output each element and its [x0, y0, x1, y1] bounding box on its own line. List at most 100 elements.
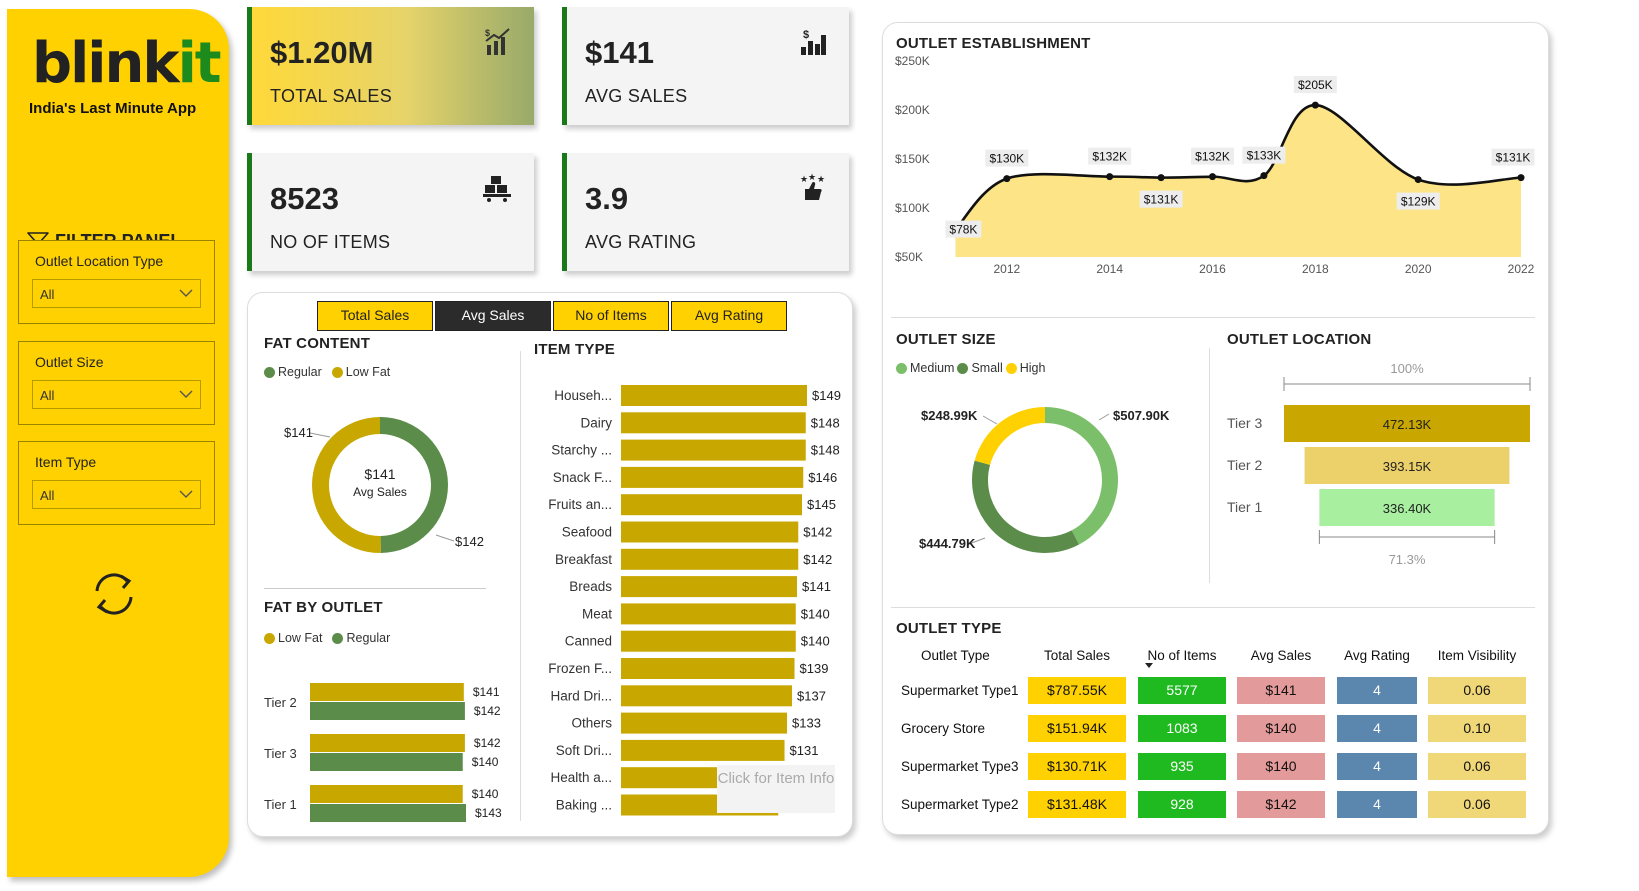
fat-by-outlet-legend: Low Fat Regular [264, 631, 390, 645]
tab-avg-rating[interactable]: Avg Rating [671, 301, 787, 331]
data-point [1157, 174, 1165, 182]
funnel-bar [1319, 489, 1495, 526]
donut-center-label: Avg Sales [353, 485, 407, 499]
growth-chart-icon: $ [801, 29, 826, 55]
table-cell: 4 [1337, 753, 1417, 780]
bar [621, 685, 793, 707]
data-label: $142 [455, 534, 484, 549]
divider [891, 317, 1535, 318]
divider [1209, 348, 1210, 583]
table-header[interactable]: Avg Sales [1250, 648, 1312, 663]
outlet-size-title: OUTLET SIZE [896, 331, 996, 348]
outlet-location-type-select[interactable]: All [32, 279, 201, 308]
x-tick-label: 2018 [1302, 262, 1329, 276]
kpi-label: AVG SALES [585, 86, 688, 106]
table-header[interactable]: Total Sales [1043, 648, 1111, 663]
sort-desc-icon[interactable] [1145, 663, 1153, 668]
fat-by-outlet-bar-chart: Tier 2 $141 $142 Tier 3 $142 $140 Tier 1 $140 $1… [264, 683, 502, 822]
outlet-type-title: OUTLET TYPE [896, 620, 1002, 637]
category-label: Dairy [580, 415, 612, 430]
donut-slice-low-fat [311, 417, 381, 553]
data-label: $248.99K [921, 408, 978, 423]
item-type-select[interactable]: All [32, 480, 201, 509]
svg-text:★: ★ [808, 173, 816, 182]
data-point [1003, 175, 1011, 183]
data-label: $139 [800, 661, 829, 676]
table-cell: 0.06 [1428, 677, 1526, 704]
outlet-location-title: OUTLET LOCATION [1227, 331, 1372, 348]
funnel-bar [1284, 405, 1530, 442]
data-label: $131K [1144, 193, 1179, 207]
fat-content-title: FAT CONTENT [264, 335, 371, 352]
fat-content-legend: Regular Low Fat [264, 365, 390, 379]
bar [621, 712, 788, 734]
data-label: 472.13K [1383, 417, 1432, 432]
tier-label: Tier 2 [264, 695, 297, 710]
data-label: $141 [802, 579, 831, 594]
table-cell: $140 [1237, 715, 1325, 742]
kpi-value: $141 [585, 35, 654, 70]
category-label: Frozen F... [548, 661, 612, 676]
tab-total-sales[interactable]: Total Sales [317, 301, 433, 331]
table-cell: 0.06 [1428, 753, 1526, 780]
right-panel: OUTLET ESTABLISHMENT $50K $100K $150K $200K… [882, 22, 1549, 835]
table-cell: 0.06 [1428, 791, 1526, 818]
table-header[interactable]: Avg Rating [1344, 648, 1410, 663]
table-cell: $142 [1237, 791, 1325, 818]
outlet-type-label: Supermarket Type3 [901, 759, 1019, 774]
svg-text:★: ★ [800, 174, 808, 184]
category-label: Starchy ... [551, 443, 612, 458]
table-header[interactable]: Item Visibility [1437, 648, 1517, 663]
data-label: $149 [812, 388, 841, 403]
kpi-avg-rating: 3.9 AVG RATING ★ ★ ★ [562, 153, 849, 271]
bar [621, 576, 798, 598]
table-header[interactable]: No of Items [1147, 648, 1217, 663]
outlet-size-select[interactable]: All [32, 380, 201, 409]
data-point [1311, 101, 1319, 109]
category-label: Baking ... [556, 798, 612, 813]
refresh-icon[interactable] [89, 569, 139, 619]
data-label: $129K [1401, 195, 1436, 209]
data-label-box [985, 149, 1029, 167]
tab-avg-sales[interactable]: Avg Sales [435, 301, 551, 331]
category-label: Breakfast [555, 552, 612, 567]
item-info-tooltip[interactable]: Click for Item Info [717, 765, 835, 813]
data-label: $145 [807, 497, 836, 512]
y-tick-label: $100K [895, 201, 930, 215]
table-header[interactable]: Outlet Type [921, 648, 990, 663]
filter-outlet-location-type: Outlet Location Type All [18, 240, 215, 324]
data-label: $205K [1298, 78, 1333, 92]
svg-text:$: $ [485, 28, 490, 38]
data-label: $140 [472, 755, 499, 769]
data-label: $132K [1092, 150, 1127, 164]
data-label: $143 [475, 806, 502, 820]
category-label: Health a... [550, 770, 612, 785]
table-cell: 4 [1337, 677, 1417, 704]
leader-line [982, 415, 998, 425]
table-cell: 4 [1337, 715, 1417, 742]
tab-no-of-items[interactable]: No of Items [553, 301, 669, 331]
table-cell: $130.71K [1028, 753, 1126, 780]
x-tick-label: 2020 [1405, 262, 1432, 276]
category-label: Hard Dri... [550, 688, 612, 703]
filter-label: Item Type [35, 454, 97, 470]
data-label: $148 [811, 415, 840, 430]
outlet-establishment-title: OUTLET ESTABLISHMENT [896, 35, 1091, 52]
chevron-down-icon [179, 289, 193, 297]
data-label: 393.15K [1383, 459, 1432, 474]
bar [621, 494, 803, 516]
outlet-size-donut-chart: $507.90K $444.79K $248.99K [919, 407, 1170, 553]
category-label: Househ... [554, 388, 612, 403]
data-label-box [1396, 192, 1440, 210]
data-label: $142 [803, 525, 832, 540]
data-label: $78K [949, 223, 977, 237]
donut-slice-high [974, 407, 1045, 465]
donut-slice-regular [380, 417, 448, 553]
kpi-no-of-items: 8523 NO OF ITEMS [247, 153, 534, 271]
table-cell: $141 [1237, 677, 1325, 704]
donut-center-value: $141 [364, 466, 395, 482]
bar-regular [310, 804, 466, 822]
tier-label: Tier 1 [1227, 499, 1262, 515]
chevron-down-icon [179, 390, 193, 398]
kpi-total-sales: $1.20M TOTAL SALES $ [247, 7, 534, 125]
